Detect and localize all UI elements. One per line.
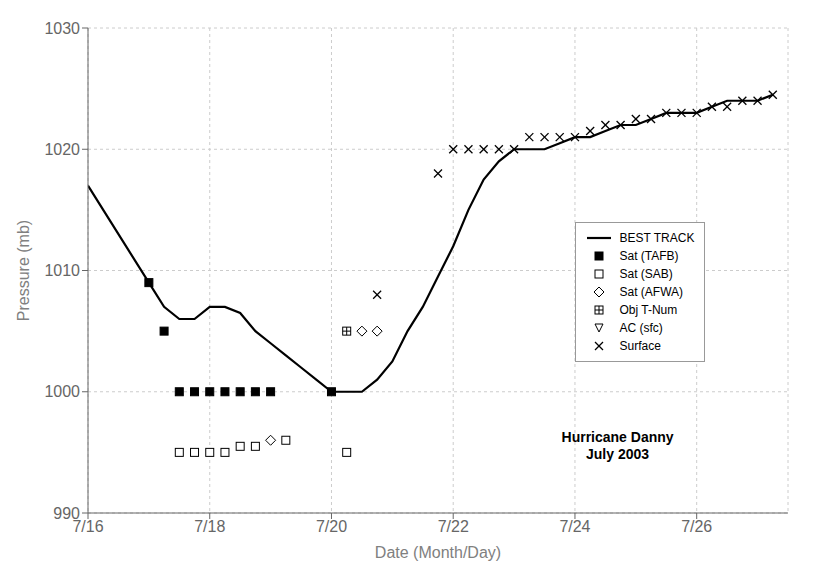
svg-text:7/26: 7/26 (681, 518, 712, 535)
html-text:Sat (TAFB): Sat (TAFB) (619, 249, 679, 263)
svg-text:1010: 1010 (44, 262, 80, 279)
svg-text:Pressure (mb): Pressure (mb) (15, 220, 32, 321)
html-text:Sat (SAB): Sat (SAB) (619, 267, 673, 281)
html-text:Sat (AFWA): Sat (AFWA) (619, 285, 684, 299)
svg-text:1030: 1030 (44, 20, 80, 37)
svg-text:Hurricane DannyJuly 2003: Hurricane DannyJuly 2003 (562, 429, 674, 462)
svg-text:7/24: 7/24 (559, 518, 590, 535)
html-text:Obj T-Num: Obj T-Num (619, 303, 678, 317)
svg-text:7/22: 7/22 (438, 518, 469, 535)
svg-text:7/16: 7/16 (72, 518, 104, 536)
svg-text:1020: 1020 (44, 141, 80, 158)
svg-text:990: 990 (53, 505, 80, 522)
svg-text:7/18: 7/18 (194, 518, 225, 535)
svg-text:7/20: 7/20 (316, 518, 347, 535)
html-text:Surface: Surface (619, 339, 661, 353)
html-text:AC (sfc): AC (sfc) (619, 321, 663, 335)
svg-text:1000: 1000 (44, 383, 80, 400)
html-text:BEST TRACK: BEST TRACK (619, 231, 695, 245)
svg-text:Date (Month/Day): Date (Month/Day) (375, 544, 501, 561)
